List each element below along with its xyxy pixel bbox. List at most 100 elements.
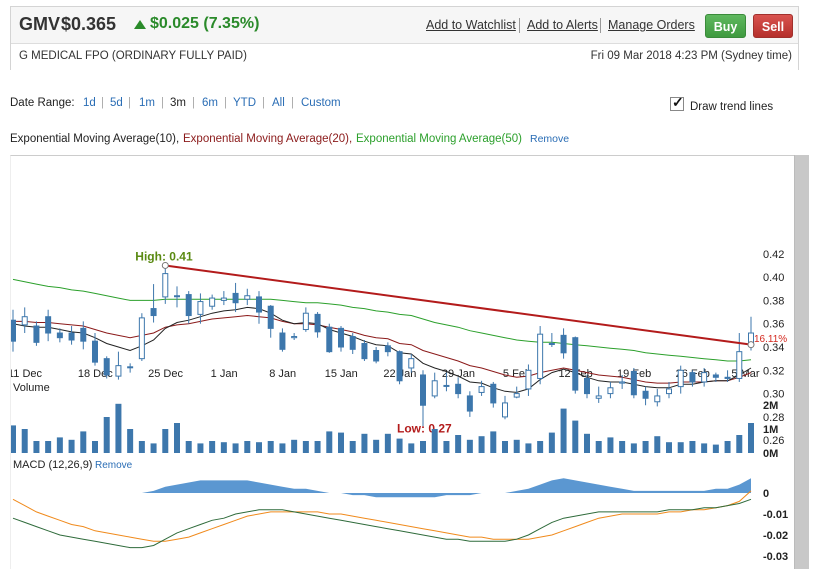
candle-up	[736, 351, 743, 379]
candle-up	[548, 343, 555, 346]
trend-lines-checkbox[interactable]: ✓	[670, 94, 684, 111]
volume-bar	[595, 441, 602, 453]
volume-bar	[384, 433, 391, 453]
volume-bar	[502, 441, 508, 453]
candle-down	[68, 332, 75, 341]
volume-bar	[302, 441, 309, 453]
range-divider: |	[101, 97, 104, 109]
volume-bar	[56, 437, 63, 453]
volume-bar	[548, 432, 555, 453]
candle-down	[326, 326, 333, 353]
range-divider: |	[128, 97, 131, 109]
trend-anchor-icon	[747, 341, 755, 349]
candle-up	[431, 380, 438, 397]
date-axis-label: 1 Jan	[211, 368, 238, 380]
volume-bar	[490, 431, 497, 453]
range-divider: |	[192, 97, 195, 109]
volume-bar	[736, 435, 743, 453]
volume-bar	[150, 443, 157, 453]
buy-button[interactable]: Buy	[705, 14, 746, 38]
add-to-watchlist-link[interactable]: Add to Watchlist	[426, 18, 516, 32]
volume-bar	[138, 441, 145, 453]
volume-bar	[443, 441, 450, 453]
candle-up	[443, 384, 450, 387]
macd-axis-label: 0	[763, 488, 769, 500]
volume-bar	[455, 435, 462, 453]
up-arrow-icon	[134, 20, 146, 29]
volume-bar	[712, 444, 719, 453]
range-5d[interactable]: 5d	[110, 97, 123, 109]
volume-bar	[572, 420, 579, 453]
date-axis-label: 29 Jan	[442, 368, 475, 380]
sell-button[interactable]: Sell	[753, 14, 793, 38]
volume-bar	[584, 433, 590, 453]
ema50-line	[12, 278, 752, 362]
macd-axis-label: -0.03	[763, 551, 788, 563]
candle-up	[537, 333, 544, 379]
candle-down	[349, 336, 356, 350]
volume-bar	[349, 441, 356, 453]
volume-bar	[478, 436, 485, 453]
macd-axis-label: -0.01	[763, 509, 788, 521]
candle-down	[384, 345, 391, 353]
range-3m[interactable]: 3m	[170, 97, 186, 109]
volume-bar	[267, 441, 274, 453]
volume-bar	[373, 439, 380, 453]
volume-bar	[701, 443, 708, 453]
volume-bar	[256, 442, 262, 453]
range-all[interactable]: All	[272, 97, 285, 109]
candle-down	[11, 319, 16, 342]
trend-line	[165, 264, 752, 346]
link-divider	[600, 18, 601, 33]
macd-line	[12, 498, 752, 549]
candle-up	[174, 295, 180, 298]
trend-lines-label: Draw trend lines	[690, 101, 774, 113]
add-to-alerts-link[interactable]: Add to Alerts	[527, 18, 598, 32]
candle-down	[490, 383, 497, 404]
candle-up	[162, 273, 169, 298]
volume-bar	[279, 443, 286, 453]
volume-bar	[431, 429, 438, 453]
volume-bar	[80, 431, 87, 453]
range-custom[interactable]: Custom	[301, 97, 341, 109]
price-chart[interactable]: 0.42 0.40 0.38 0.36 0.34 0.32 0.30 0.28 0.26 11 D…	[11, 156, 796, 570]
price-axis-label: 0.36	[763, 319, 784, 331]
price-axis-label: 0.42	[763, 249, 784, 261]
volume-bar	[11, 425, 16, 453]
quote-summary: GMV $0.365 $0.025 (7.35%) Add to Watchli…	[11, 7, 798, 43]
candle-up	[478, 386, 485, 393]
volume-bar	[408, 443, 415, 453]
quote-timestamp: Fri 09 Mar 2018 4:23 PM (Sydney time)	[590, 50, 792, 62]
volume-bar	[162, 429, 169, 453]
checkmark-icon: ✓	[672, 94, 684, 110]
volume-bar	[396, 438, 403, 453]
volume-bar	[560, 408, 567, 453]
macd-signal-line	[12, 490, 752, 542]
range-6m[interactable]: 6m	[202, 97, 218, 109]
range-1d[interactable]: 1d	[83, 97, 96, 109]
remove-macd-link[interactable]: Remove	[95, 460, 133, 471]
candle-up	[197, 301, 204, 315]
volume-bar	[654, 436, 661, 453]
candle-up	[209, 297, 216, 307]
candle-down	[338, 327, 344, 348]
vertical-scrollbar[interactable]	[794, 155, 809, 569]
candle-down	[267, 305, 274, 329]
candle-down	[560, 334, 567, 354]
volume-bar	[127, 429, 134, 453]
range-1m[interactable]: 1m	[139, 97, 155, 109]
manage-orders-link[interactable]: Manage Orders	[608, 18, 695, 32]
candle-up	[502, 402, 508, 418]
range-ytd[interactable]: YTD	[233, 97, 256, 109]
remove-ema-link[interactable]: Remove	[530, 133, 570, 145]
date-axis-label: 25 Dec	[148, 368, 183, 380]
candle-down	[373, 349, 380, 362]
ticker-code: GMV	[19, 14, 61, 34]
date-axis-label: 8 Jan	[269, 368, 296, 380]
candle-up	[408, 358, 415, 369]
candle-up	[513, 393, 520, 398]
trend-anchor-icon	[161, 261, 169, 269]
candle-down	[455, 383, 462, 395]
price-axis-label: 0.30	[763, 389, 784, 401]
date-axis-label: 15 Jan	[325, 368, 358, 380]
